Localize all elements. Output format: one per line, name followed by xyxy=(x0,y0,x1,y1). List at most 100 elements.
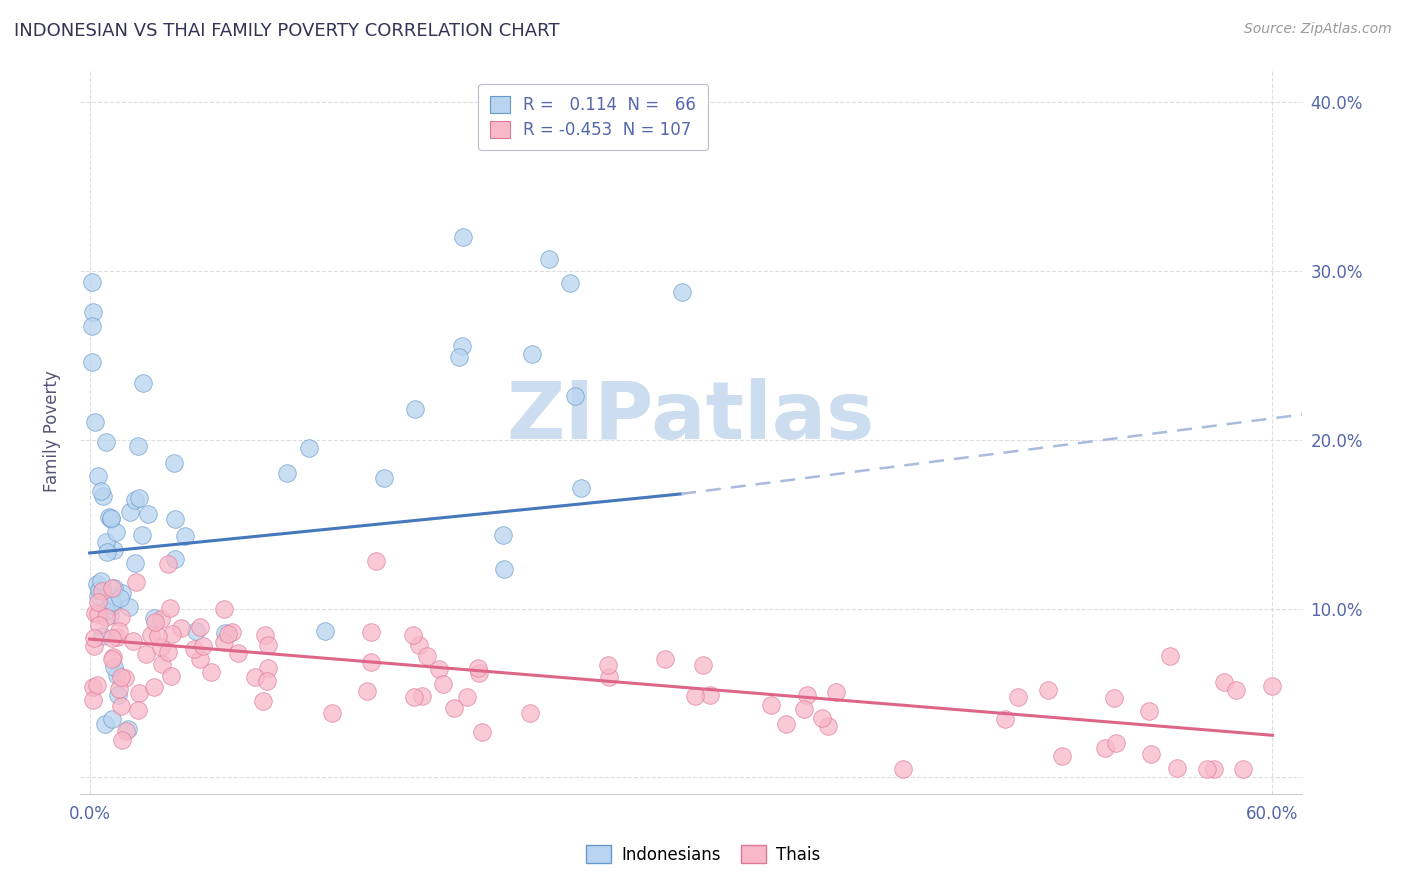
Point xyxy=(1197,762,1219,776)
Point xyxy=(163,512,186,526)
Point xyxy=(150,612,173,626)
Point xyxy=(1094,740,1116,755)
Point xyxy=(298,441,321,455)
Point xyxy=(148,629,170,643)
Point xyxy=(1261,679,1284,693)
Point xyxy=(450,339,472,353)
Point xyxy=(183,642,205,657)
Point xyxy=(817,719,839,733)
Point xyxy=(114,671,136,685)
Point xyxy=(82,305,104,319)
Point xyxy=(443,701,465,715)
Point xyxy=(793,701,815,715)
Point xyxy=(243,670,266,684)
Point xyxy=(111,586,134,600)
Point xyxy=(598,658,620,673)
Point xyxy=(519,706,541,720)
Point xyxy=(811,711,834,725)
Point xyxy=(891,762,914,776)
Point xyxy=(994,713,1017,727)
Point xyxy=(131,528,153,542)
Point xyxy=(125,575,148,590)
Point xyxy=(191,639,214,653)
Point xyxy=(135,647,157,661)
Point xyxy=(411,689,433,703)
Point xyxy=(170,621,193,635)
Point xyxy=(447,351,470,365)
Point xyxy=(132,376,155,391)
Point xyxy=(404,401,426,416)
Point xyxy=(373,471,395,485)
Point xyxy=(163,552,186,566)
Point xyxy=(107,688,129,702)
Point xyxy=(110,698,132,713)
Point xyxy=(100,581,122,595)
Point xyxy=(100,511,122,525)
Point xyxy=(90,574,112,588)
Point xyxy=(256,638,278,652)
Point xyxy=(1166,761,1188,775)
Point xyxy=(83,631,105,645)
Point xyxy=(97,509,120,524)
Point xyxy=(128,686,150,700)
Point xyxy=(538,252,561,266)
Point xyxy=(173,528,195,542)
Point xyxy=(90,628,112,642)
Legend: Indonesians, Thais: Indonesians, Thais xyxy=(579,838,827,871)
Point xyxy=(90,483,112,498)
Point xyxy=(105,667,128,681)
Point xyxy=(101,712,124,726)
Point xyxy=(110,610,132,624)
Point xyxy=(321,706,343,721)
Point xyxy=(103,581,125,595)
Point xyxy=(87,468,110,483)
Point xyxy=(217,626,239,640)
Point xyxy=(699,688,721,702)
Point xyxy=(692,658,714,673)
Point xyxy=(103,649,125,664)
Point xyxy=(569,481,592,495)
Point xyxy=(314,624,336,638)
Point xyxy=(124,556,146,570)
Point xyxy=(160,669,183,683)
Point xyxy=(108,591,131,605)
Point xyxy=(143,615,166,630)
Point xyxy=(115,724,138,739)
Point xyxy=(402,690,425,705)
Point xyxy=(108,624,131,639)
Point xyxy=(467,660,489,674)
Point xyxy=(188,652,211,666)
Point xyxy=(100,594,122,608)
Point xyxy=(671,285,693,299)
Point xyxy=(360,624,382,639)
Point xyxy=(110,670,132,684)
Point xyxy=(1104,690,1126,705)
Text: INDONESIAN VS THAI FAMILY POVERTY CORRELATION CHART: INDONESIAN VS THAI FAMILY POVERTY CORREL… xyxy=(14,22,560,40)
Point xyxy=(200,665,222,679)
Point xyxy=(83,607,105,621)
Point xyxy=(117,722,139,736)
Point xyxy=(221,625,243,640)
Point xyxy=(86,576,108,591)
Point xyxy=(141,628,163,642)
Point xyxy=(128,491,150,505)
Point xyxy=(87,582,110,597)
Text: ZIPatlas: ZIPatlas xyxy=(506,378,875,456)
Point xyxy=(149,640,172,654)
Point xyxy=(1212,675,1234,690)
Point xyxy=(82,319,104,334)
Point xyxy=(252,693,274,707)
Point xyxy=(492,562,515,576)
Point xyxy=(100,512,122,526)
Point xyxy=(118,600,141,615)
Point xyxy=(453,230,475,244)
Point xyxy=(87,589,110,603)
Point xyxy=(157,558,180,572)
Point xyxy=(256,674,278,689)
Point xyxy=(103,542,125,557)
Point xyxy=(143,680,166,694)
Point xyxy=(415,648,437,663)
Point xyxy=(101,598,124,612)
Point xyxy=(432,677,454,691)
Point xyxy=(1038,683,1060,698)
